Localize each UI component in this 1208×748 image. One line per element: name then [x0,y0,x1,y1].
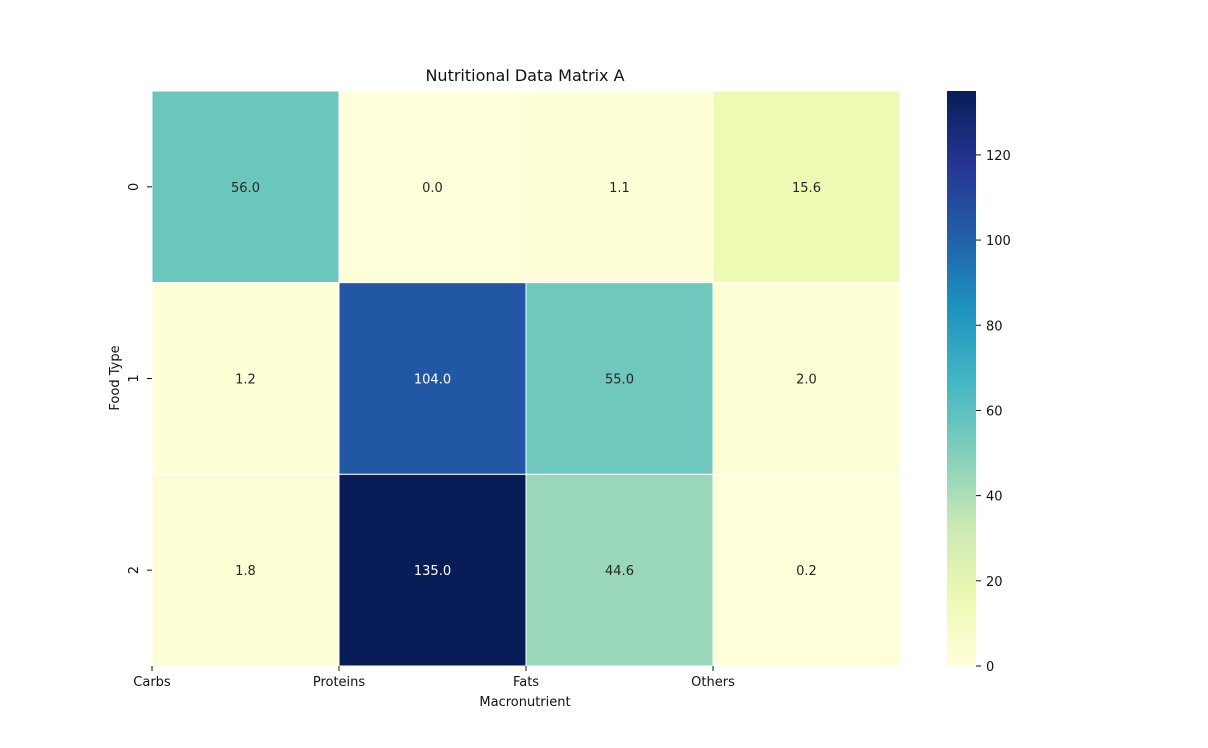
colorbar-tick-label: 20 [986,575,1003,590]
cell-value-label: 1.2 [235,373,256,388]
y-axis: 0 1 2 [127,183,152,574]
cell-value-label: 1.8 [235,564,256,579]
heatmap-cell [338,282,527,475]
chart-title: Nutritional Data Matrix A [425,66,624,85]
y-tick-label: 2 [127,566,142,574]
y-axis-label: Food Type [108,345,123,410]
heatmap-cell [712,473,901,667]
colorbar-ticks: 0 20 40 60 80 100 120 [976,149,1011,675]
heatmap-cell [338,473,527,667]
cell-value-label: 1.1 [609,181,630,196]
colorbar: 0 20 40 60 80 100 120 [947,91,1011,675]
heatmap-cell [151,90,340,284]
cell-value-label: 56.0 [231,181,260,196]
cell-value-label: 135.0 [414,564,451,579]
colorbar-tick-label: 40 [986,490,1003,505]
colorbar-tick-label: 60 [986,404,1003,419]
heatmap-cells: 56.0 0.0 1.1 15.6 1.2 104.0 55.0 2.0 1.8 135.0 44.… [151,90,901,667]
cell-value-label: 55.0 [605,373,634,388]
heatmap-cell [712,282,901,475]
colorbar-gradient [947,91,976,666]
colorbar-tick-label: 0 [986,660,994,675]
colorbar-tick-label: 120 [986,149,1011,164]
cell-value-label: 2.0 [796,373,817,388]
cell-value-label: 104.0 [414,373,451,388]
heatmap-cell [525,90,714,284]
x-tick-label: Carbs [133,675,171,690]
y-tick-label: 1 [127,374,142,382]
x-tick-label: Proteins [313,675,366,690]
heatmap-cell [525,282,714,475]
x-axis: Carbs Proteins Fats Others [133,666,735,690]
x-tick-label: Fats [513,675,539,690]
colorbar-tick-label: 80 [986,319,1003,334]
cell-value-label: 0.2 [796,564,817,579]
colorbar-tick-label: 100 [986,234,1011,249]
x-axis-label: Macronutrient [479,695,570,710]
cell-value-label: 0.0 [422,181,443,196]
cell-value-label: 15.6 [792,181,821,196]
x-tick-label: Others [691,675,735,690]
heatmap-cell [712,90,901,284]
heatmap-cell [338,90,527,284]
cell-value-label: 44.6 [605,564,634,579]
heatmap-cell [151,282,340,475]
y-tick-label: 0 [127,183,142,191]
